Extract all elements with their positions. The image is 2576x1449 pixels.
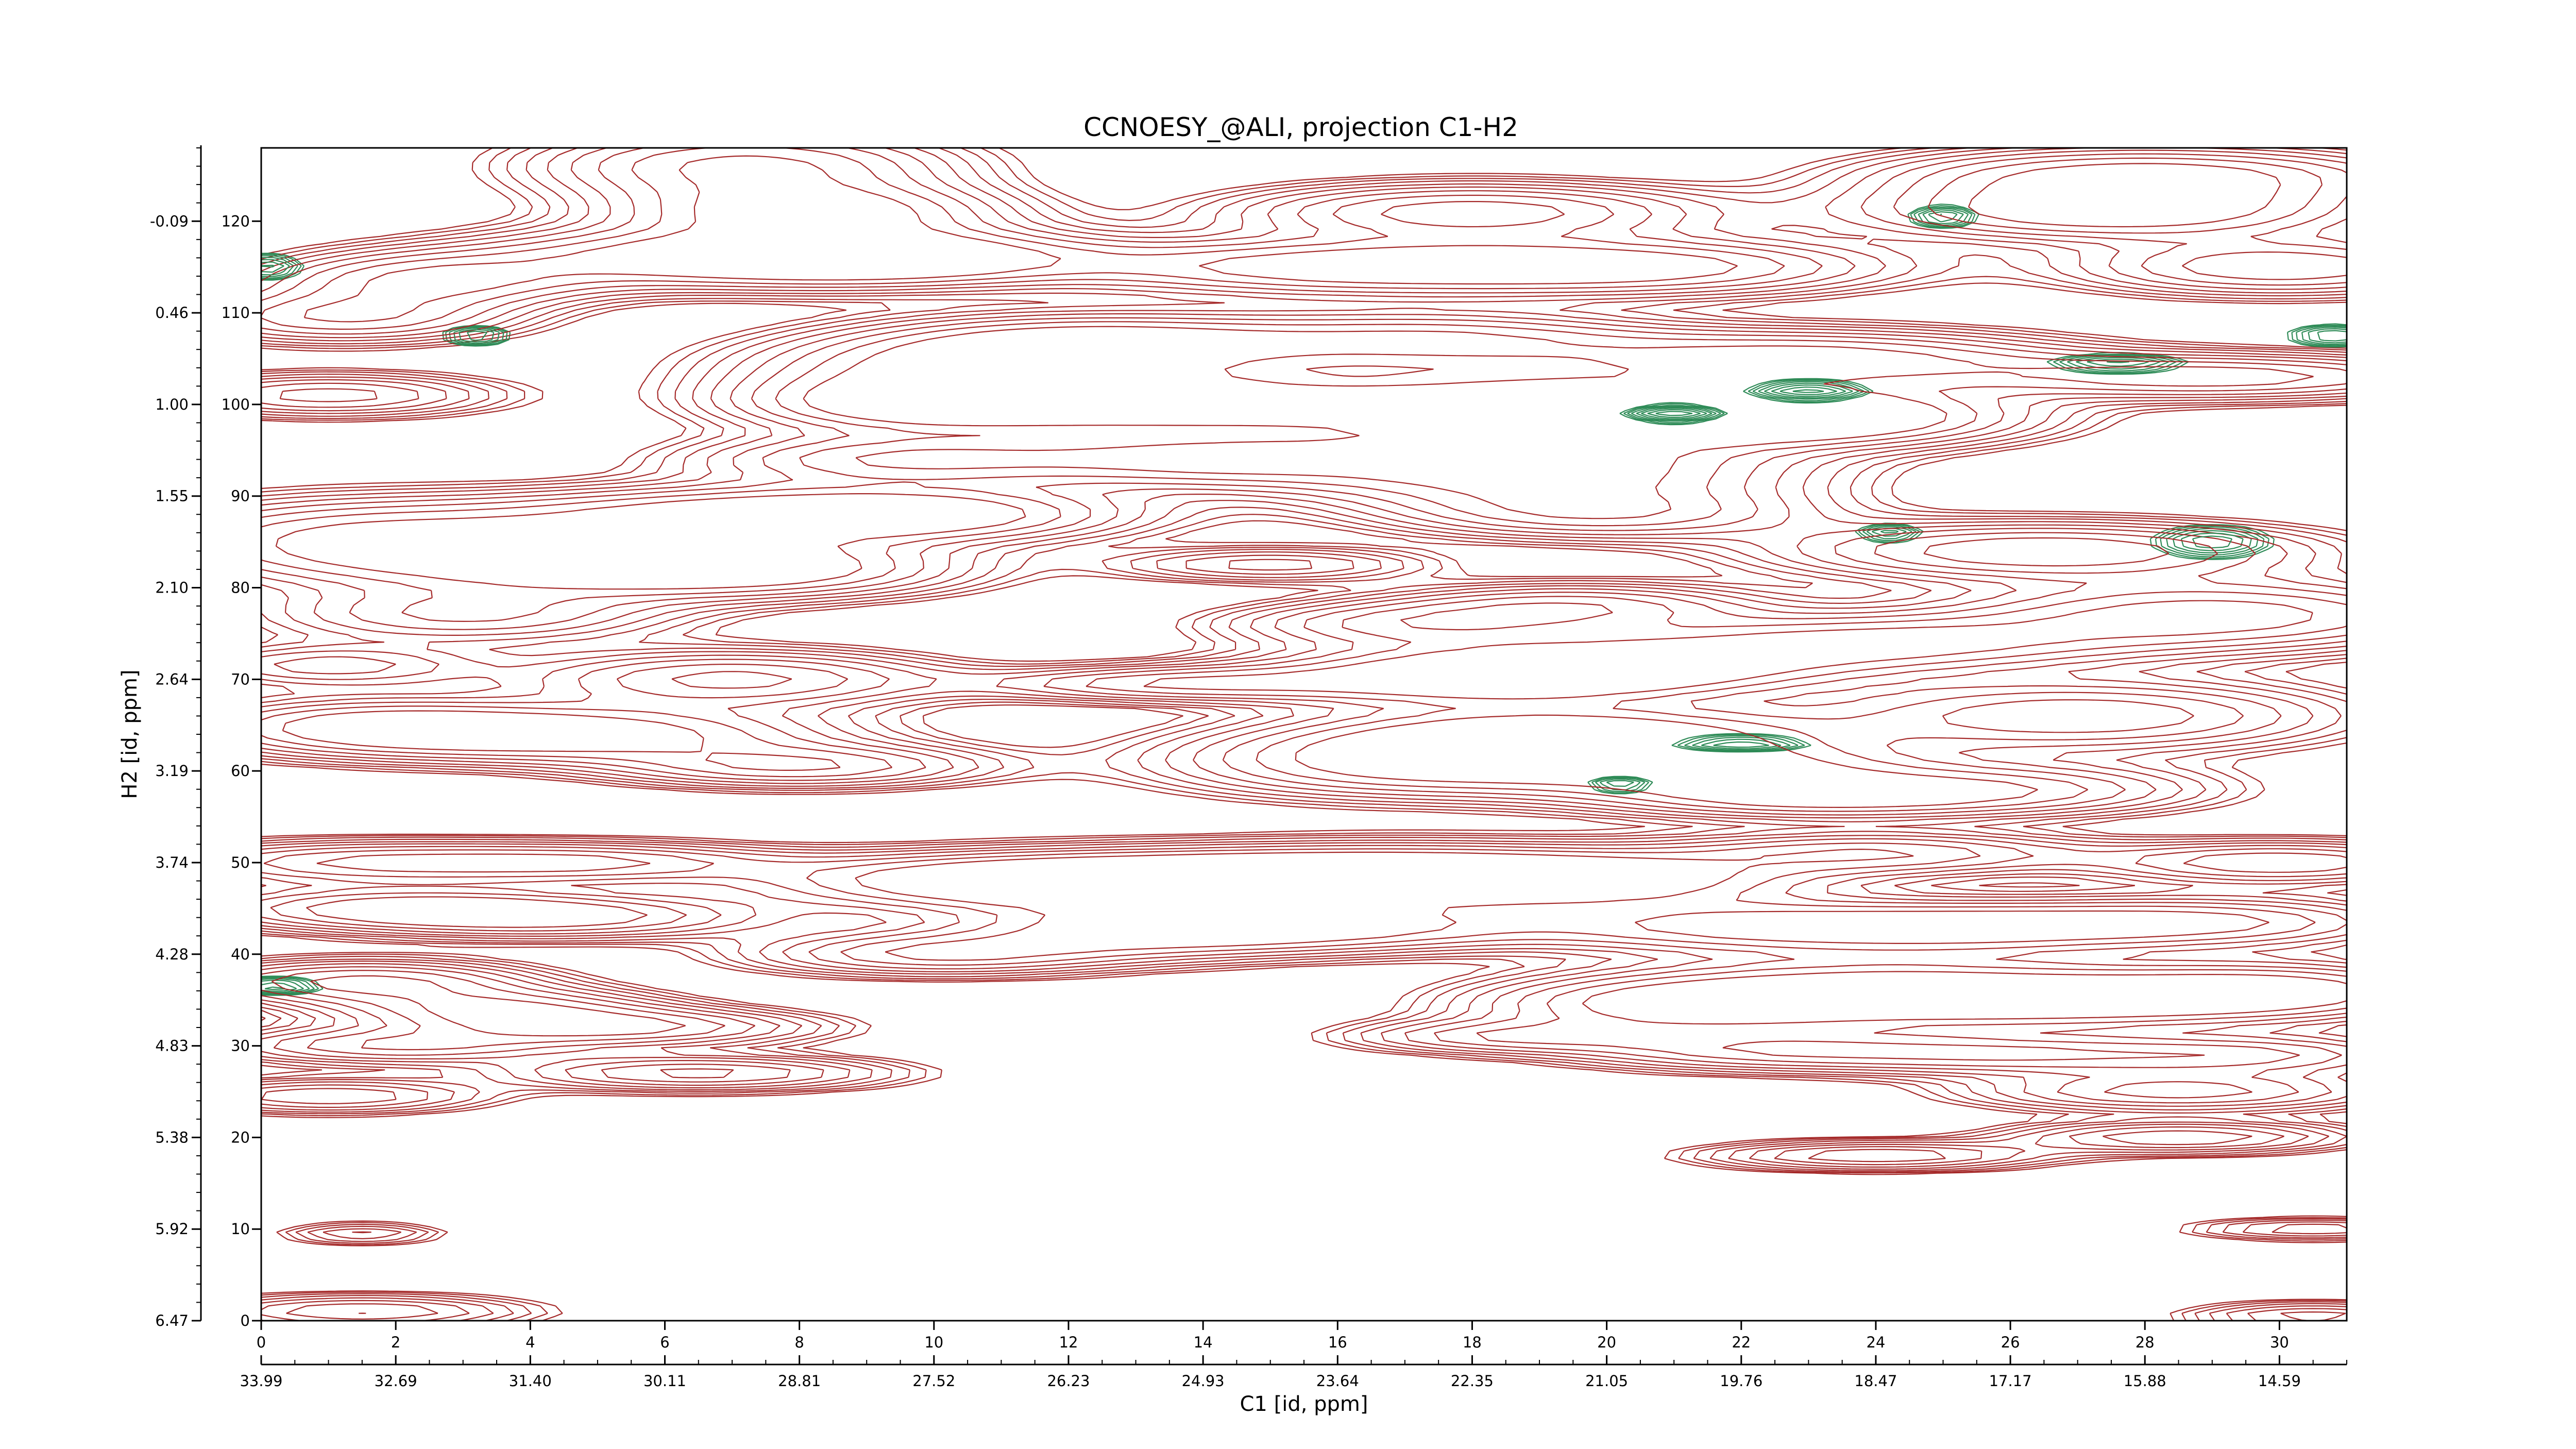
contour-layer — [261, 148, 2347, 1321]
y-index-tick-label: 110 — [222, 304, 250, 322]
x-index-tick-label: 22 — [1732, 1334, 1751, 1351]
x-ppm-tick-label: 22.35 — [1451, 1372, 1494, 1390]
y-axis-label: H2 [id, ppm] — [118, 669, 142, 799]
y-index-tick-label: 90 — [231, 487, 250, 505]
y-index-tick-label: 0 — [241, 1312, 250, 1329]
y-ppm-tick-label: 6.47 — [155, 1312, 189, 1329]
y-index-tick-label: 20 — [231, 1128, 250, 1146]
positive-contour-level — [261, 148, 2347, 1321]
y-ppm-tick-label: 2.64 — [155, 670, 189, 688]
negative-contour-level — [261, 209, 2347, 993]
x-index-tick-label: 24 — [1866, 1334, 1885, 1351]
x-axis: 0 2 4 6 8 10 12 14 16 18 20 22 24 26 28 30 — [257, 1321, 2289, 1351]
y-ppm-tick-label: 1.55 — [155, 487, 189, 505]
x-index-tick-label: 0 — [257, 1334, 266, 1351]
y-index-tick-label: 10 — [231, 1220, 250, 1238]
x-index-tick-label: 2 — [391, 1334, 400, 1351]
y-index-tick-label: 100 — [222, 396, 250, 413]
x-index-tick-label: 12 — [1059, 1334, 1078, 1351]
y-ppm-tick-label: 2.10 — [155, 579, 189, 597]
plot-frame — [260, 147, 2348, 1322]
x-axis-label: C1 [id, ppm] — [1240, 1392, 1368, 1416]
y-ppm-tick-label: 5.38 — [155, 1128, 189, 1146]
x-index-tick-label: 4 — [526, 1334, 535, 1351]
x-index-tick-label: 30 — [2270, 1334, 2289, 1351]
chart-title: CCNOESY_@ALI, projection C1-H2 — [1083, 112, 1518, 142]
x-index-tick-label: 28 — [2136, 1334, 2155, 1351]
negative-contour-level — [1655, 389, 1824, 416]
x-index-tick-label: 20 — [1597, 1334, 1616, 1351]
positive-contour-level — [261, 148, 2347, 1321]
x-index-tick-label: 6 — [660, 1334, 669, 1351]
x-ppm-axis: 33.99 32.69 31.40 30.11 28.81 27.52 26.23 24.93… — [240, 1355, 2347, 1390]
x-ppm-tick-label: 17.17 — [1989, 1372, 2032, 1390]
x-index-tick-label: 10 — [924, 1334, 943, 1351]
x-ppm-tick-label: 30.11 — [643, 1372, 686, 1390]
x-index-tick-label: 26 — [2001, 1334, 2020, 1351]
positive-contour-level — [261, 148, 2347, 1321]
negative-contour-level — [261, 207, 2347, 995]
y-ppm-tick-label: 0.46 — [155, 304, 189, 322]
positive-contour-level — [261, 148, 2347, 1321]
y-ppm-tick-label: 3.74 — [155, 854, 189, 871]
x-ppm-tick-label: 33.99 — [240, 1372, 282, 1390]
x-ppm-tick-label: 19.76 — [1720, 1372, 1762, 1390]
x-ppm-tick-label: 18.47 — [1854, 1372, 1897, 1390]
positive-contour-level — [261, 148, 2347, 1321]
x-ppm-tick-label: 23.64 — [1316, 1372, 1359, 1390]
y-ppm-tick-label: 5.92 — [155, 1220, 189, 1238]
x-index-tick-label: 16 — [1328, 1334, 1347, 1351]
x-ppm-tick-label: 26.23 — [1047, 1372, 1090, 1390]
y-axis: 0 6.47 10 5.92 20 5.38 30 4.83 40 4.28 50 3.74 60 3.1… — [150, 145, 261, 1329]
y-index-tick-label: 30 — [231, 1037, 250, 1055]
x-ppm-tick-label: 28.81 — [778, 1372, 821, 1390]
y-index-tick-label: 80 — [231, 579, 250, 597]
y-index-tick-label: 60 — [231, 762, 250, 780]
x-ppm-tick-label: 15.88 — [2124, 1372, 2166, 1390]
x-ppm-tick-label: 31.40 — [509, 1372, 552, 1390]
negative-contour-level — [261, 213, 2233, 990]
y-ppm-tick-label: 1.00 — [155, 396, 189, 413]
y-ppm-tick-label: -0.09 — [150, 212, 189, 230]
x-ppm-tick-label: 27.52 — [912, 1372, 955, 1390]
x-ppm-tick-label: 14.59 — [2258, 1372, 2301, 1390]
positive-contour-level — [261, 148, 2347, 1321]
negative-contour-level — [261, 211, 2347, 992]
x-index-tick-label: 18 — [1463, 1334, 1482, 1351]
y-index-tick-label: 70 — [231, 670, 250, 688]
positive-contour-level — [261, 148, 2347, 1321]
x-index-tick-label: 14 — [1194, 1334, 1213, 1351]
x-index-tick-label: 8 — [794, 1334, 804, 1351]
x-ppm-tick-label: 24.93 — [1182, 1372, 1225, 1390]
y-index-tick-label: 120 — [222, 212, 250, 230]
y-index-tick-label: 50 — [231, 854, 250, 871]
y-ppm-tick-label: 4.28 — [155, 946, 189, 963]
y-ppm-tick-label: 4.83 — [155, 1037, 189, 1055]
y-ppm-tick-label: 3.19 — [155, 762, 189, 780]
y-index-tick-label: 40 — [231, 946, 250, 963]
positive-contour-level — [275, 155, 2347, 1079]
positive-contour-level — [261, 148, 2347, 1314]
x-ppm-tick-label: 21.05 — [1585, 1372, 1628, 1390]
x-ppm-tick-label: 32.69 — [375, 1372, 417, 1390]
